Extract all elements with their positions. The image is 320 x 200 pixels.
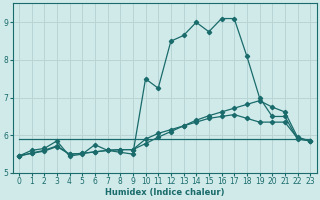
X-axis label: Humidex (Indice chaleur): Humidex (Indice chaleur) bbox=[105, 188, 224, 197]
